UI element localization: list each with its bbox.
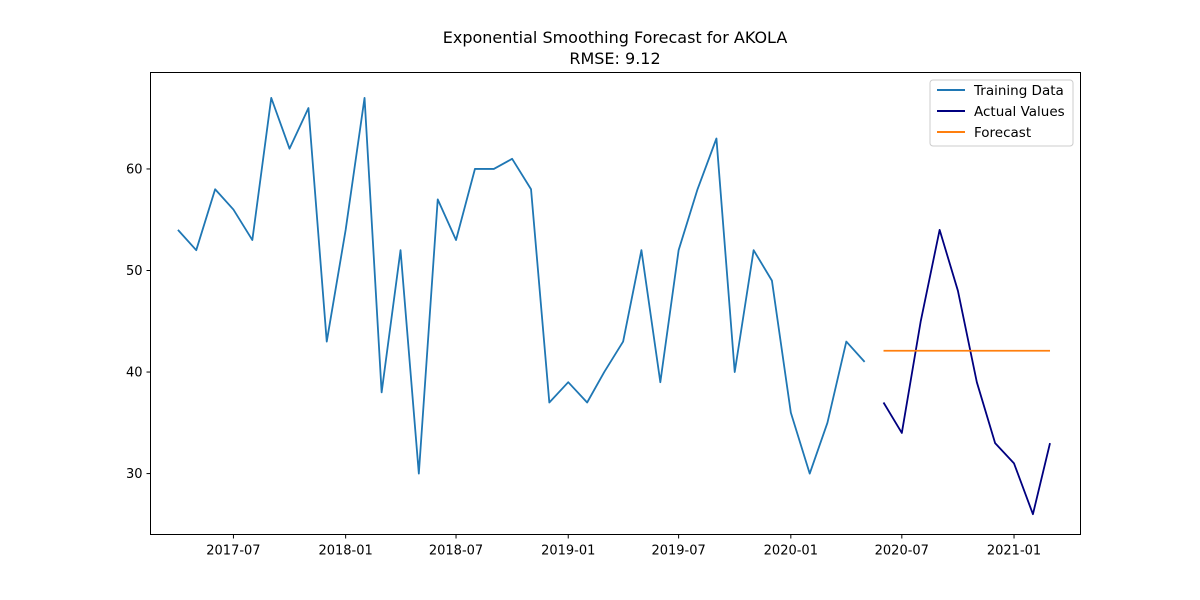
y-tick-label: 50 (126, 264, 143, 279)
x-tick-label: 2017-07 (206, 544, 260, 559)
series-line-training-data (177, 96, 866, 475)
x-tick-label: 2021-01 (987, 544, 1041, 559)
x-tick-label: 2019-07 (651, 544, 705, 559)
y-tick-label: 40 (126, 366, 143, 381)
chart-subtitle: RMSE: 9.12 (569, 49, 660, 68)
chart-title: Exponential Smoothing Forecast for AKOLA (443, 28, 788, 47)
series-line-actual-values (882, 228, 1051, 516)
legend: Training Data Actual Values Forecast (929, 79, 1074, 147)
y-tick-label: 30 (126, 467, 143, 482)
x-tick-label: 2018-07 (429, 544, 483, 559)
plot-area-frame (150, 72, 1081, 535)
y-tick-label: 60 (126, 162, 143, 177)
x-tick-label: 2019-01 (541, 544, 595, 559)
legend-frame (929, 79, 1074, 147)
x-tick-label: 2018-01 (318, 544, 372, 559)
series-layer (177, 96, 1051, 516)
legend-label-training: Training Data (973, 83, 1064, 99)
legend-label-forecast: Forecast (974, 125, 1031, 141)
ticks-layer: 2017-07 2018-01 2018-07 2019-01 2019-07 2020-… (126, 162, 1041, 558)
legend-label-actual: Actual Values (974, 104, 1065, 120)
x-tick-label: 2020-01 (764, 544, 818, 559)
x-tick-label: 2020-07 (875, 544, 929, 559)
